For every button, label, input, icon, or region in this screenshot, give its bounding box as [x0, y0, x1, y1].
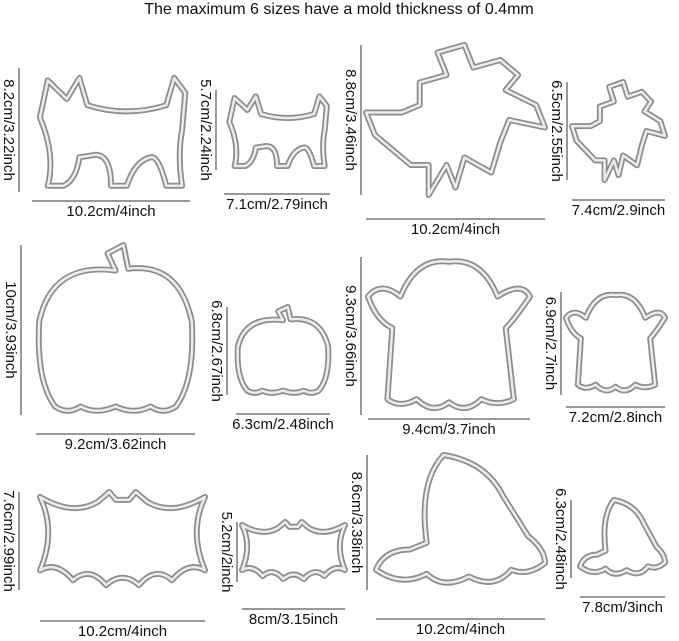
cookie-cutter: [229, 96, 327, 166]
cookie-cutter: [566, 295, 665, 391]
cookie-cutter: [238, 307, 329, 393]
cookie-cutter: [376, 455, 545, 583]
height-label: 5.2cm/2inch: [218, 512, 235, 593]
width-label: 7.2cm/2.8inch: [569, 409, 662, 426]
height-label: 8.2cm/3.22inch: [0, 79, 17, 181]
title: The maximum 6 sizes have a mold thicknes…: [144, 1, 533, 18]
width-label: 7.8cm/3inch: [582, 599, 663, 616]
height-label: 8.6cm/3.38inch: [348, 472, 365, 574]
cookie-cutter: [40, 78, 185, 186]
cutter-edge-inner: [238, 307, 329, 393]
width-label: 10.2cm/4inch: [66, 203, 155, 220]
cutter-edge-inner: [366, 45, 545, 195]
cutter-edge-inner: [39, 245, 193, 411]
cutter-edge-inner: [40, 78, 185, 186]
height-label: 8.8cm/3.46inch: [342, 69, 359, 171]
width-label: 10.2cm/4inch: [416, 621, 505, 638]
width-label: 7.4cm/2.9inch: [572, 202, 665, 219]
cookie-cutter: [366, 45, 545, 195]
height-label: 9.3cm/3.66inch: [342, 285, 359, 387]
height-label: 6.9cm/2.7inch: [542, 297, 559, 390]
cutter-edge-inner: [242, 522, 345, 579]
width-label: 10.2cm/4inch: [78, 623, 167, 640]
cutter-edge-inner: [566, 295, 665, 391]
cookie-cutter: [580, 500, 665, 574]
cookie-cutter: [242, 522, 345, 579]
height-label: 5.7cm/2.24inch: [197, 79, 214, 181]
height-label: 7.6cm/2.99inch: [0, 490, 17, 592]
cutter-edge-inner: [40, 492, 205, 585]
cutter-edge-inner: [229, 96, 327, 166]
cutter-edge-inner: [376, 455, 545, 583]
height-label: 6.3cm/2.48inch: [552, 488, 569, 590]
cookie-cutter: [39, 245, 193, 411]
width-label: 9.4cm/3.7inch: [402, 421, 495, 438]
height-label: 10cm/3.93inch: [2, 281, 19, 379]
width-label: 9.2cm/3.62inch: [65, 436, 167, 453]
height-label: 6.8cm/2.67inch: [208, 300, 225, 402]
cutter-edge-inner: [572, 82, 665, 180]
width-label: 6.3cm/2.48inch: [232, 416, 334, 433]
cookie-cutter: [572, 82, 665, 180]
height-label: 6.5cm/2.55inch: [548, 80, 565, 182]
width-label: 10.2cm/4inch: [411, 221, 500, 238]
width-label: 8cm/3.15inch: [249, 611, 338, 628]
cookie-cutter: [40, 492, 205, 585]
cutter-edge-inner: [580, 500, 665, 574]
cookie-cutter: [368, 261, 530, 408]
cutter-edge-inner: [368, 261, 530, 408]
width-label: 7.1cm/2.79inch: [226, 196, 328, 213]
